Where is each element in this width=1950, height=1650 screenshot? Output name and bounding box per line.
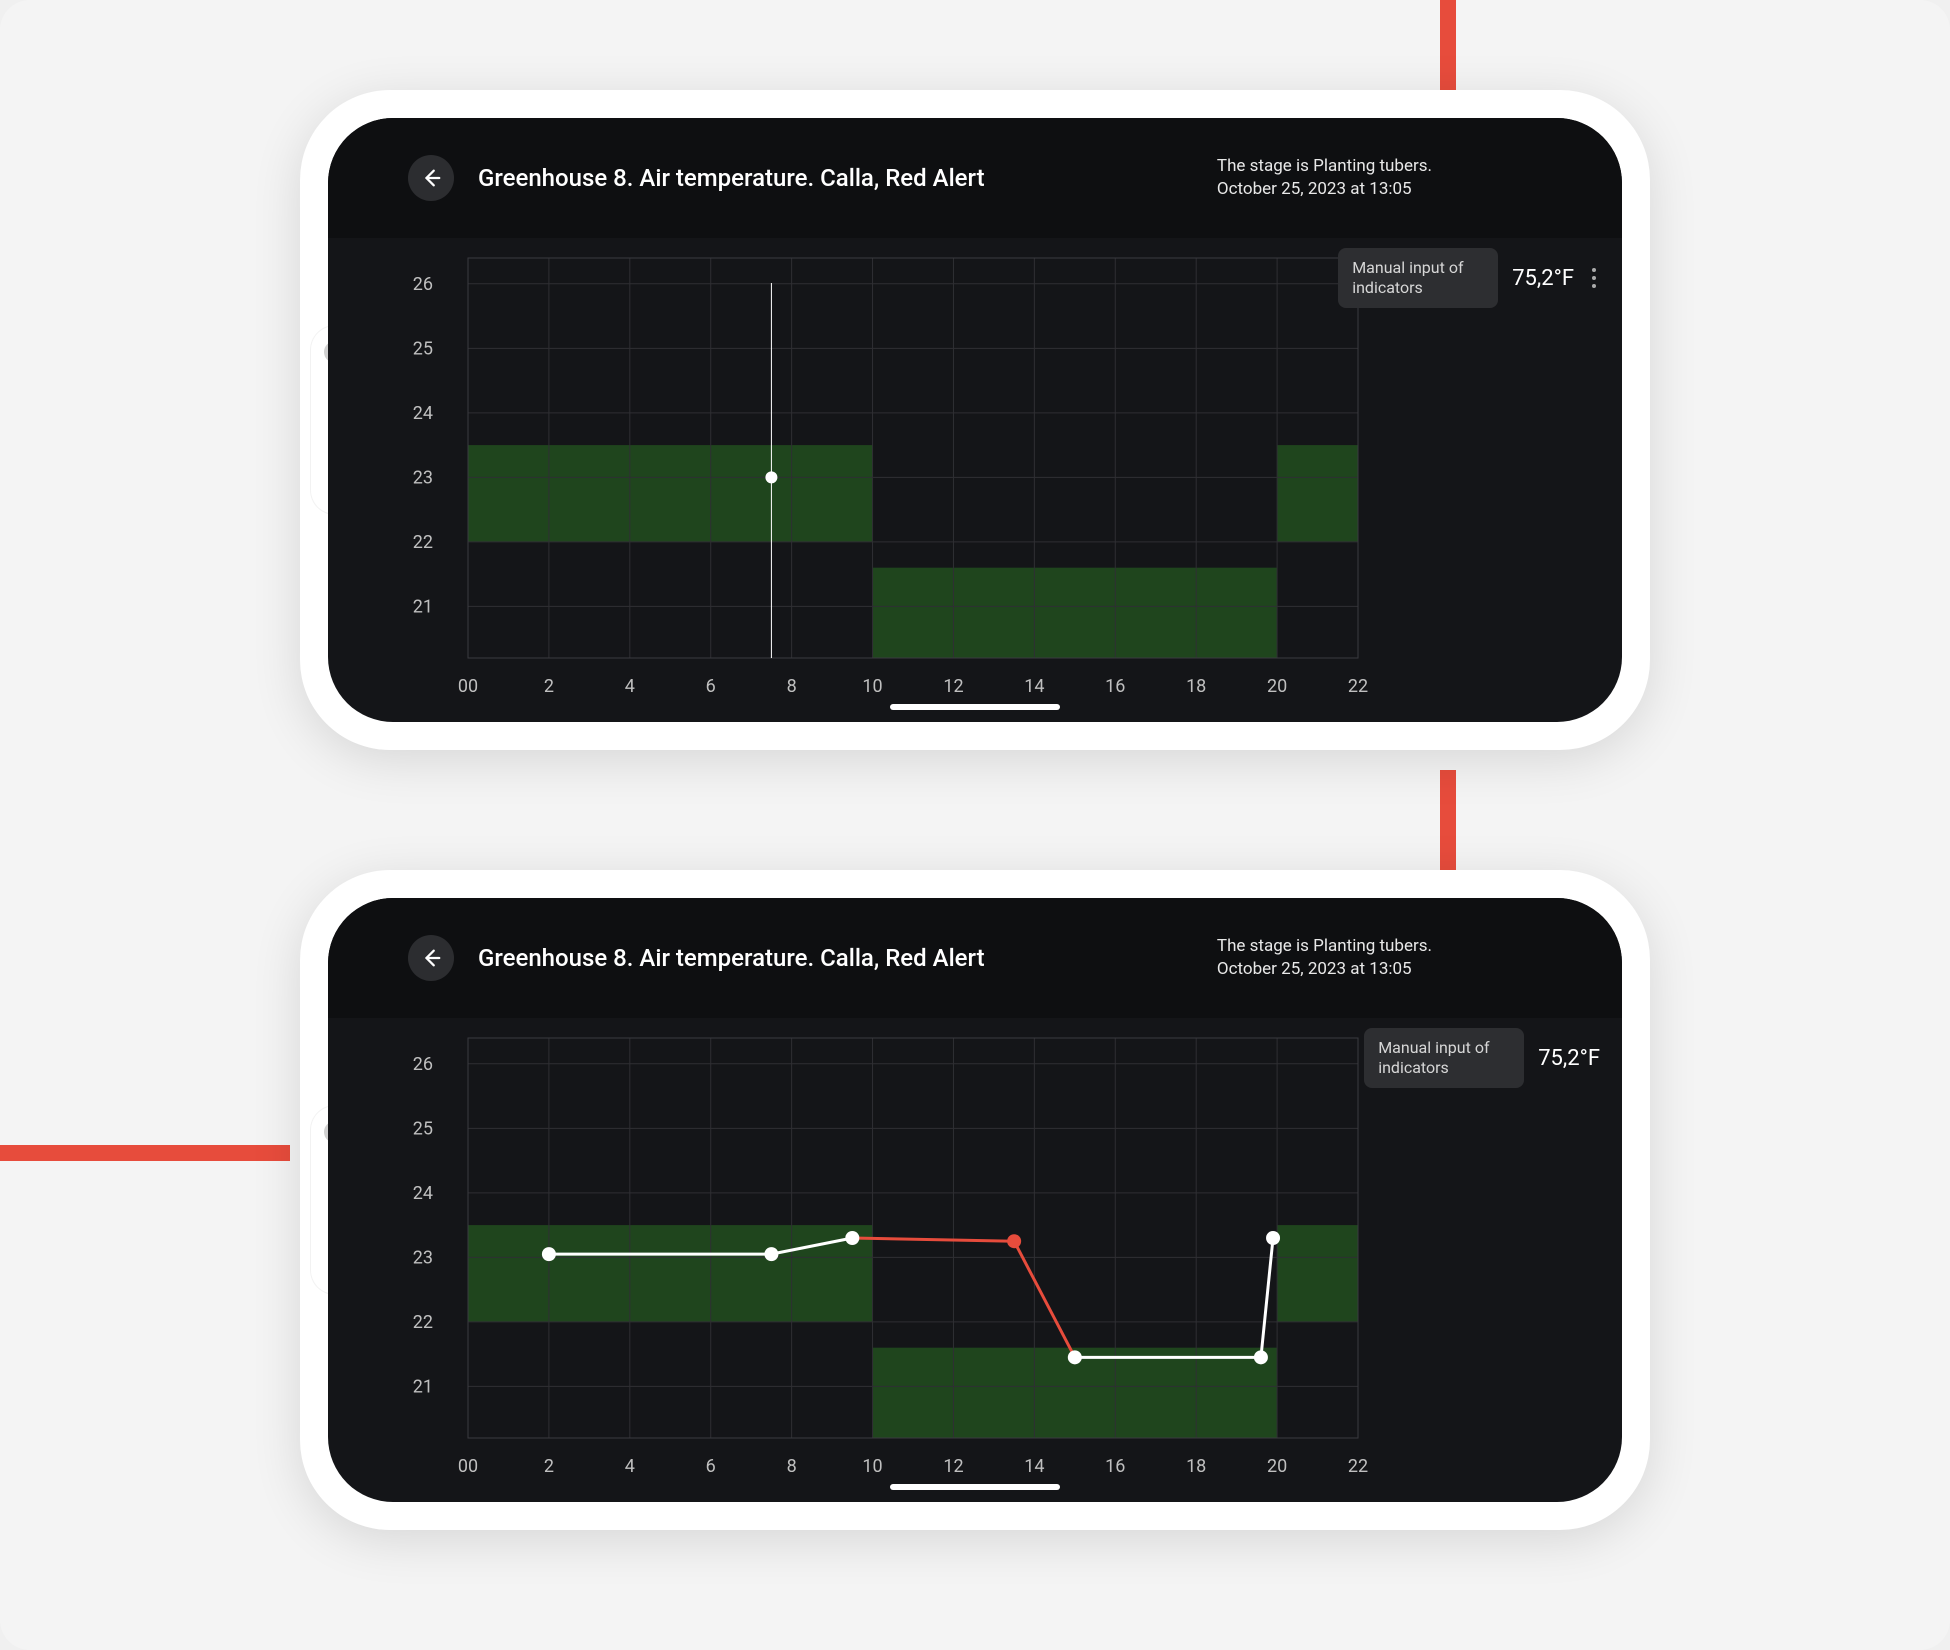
svg-text:6: 6 [706,1456,716,1477]
svg-text:21: 21 [413,1376,433,1397]
svg-text:23: 23 [413,1247,433,1268]
back-button[interactable] [408,155,454,201]
phone-mock-bottom: Greenhouse 8. Air temperature. Calla, Re… [300,870,1650,1530]
svg-text:12: 12 [943,1456,963,1477]
svg-text:24: 24 [413,403,433,424]
svg-text:12: 12 [943,676,963,697]
manual-input-badge: Manual input of indicators 75,2°F [1338,248,1600,308]
stage-timestamp: October 25, 2023 at 13:05 [1217,958,1432,981]
decorative-bar [1440,770,1456,870]
svg-text:16: 16 [1105,1456,1125,1477]
manual-input-chip[interactable]: Manual input of indicators [1364,1028,1524,1088]
home-indicator[interactable] [890,1484,1060,1490]
phone-mock-top: Greenhouse 8. Air temperature. Calla, Re… [300,90,1650,750]
svg-text:22: 22 [413,1312,433,1333]
svg-text:23: 23 [413,467,433,488]
svg-text:26: 26 [413,274,433,295]
more-menu-button[interactable] [1588,264,1600,292]
stage-info: The stage is Planting tubers. October 25… [1217,935,1552,981]
svg-text:00: 00 [458,1456,478,1477]
app-header: Greenhouse 8. Air temperature. Calla, Re… [328,118,1622,238]
svg-text:2: 2 [544,676,554,697]
manual-input-badge: Manual input of indicators 75,2°F [1364,1028,1600,1088]
stage-line: The stage is Planting tubers. [1217,935,1432,958]
arrow-left-icon [420,167,442,189]
svg-text:2: 2 [544,1456,554,1477]
temperature-chart-top: 21222324252600246810121416182022 [328,238,1622,722]
chart-area[interactable]: Manual input of indicators 75,2°F 21 22 23… [328,238,1622,722]
manual-temp-value: 75,2°F [1512,266,1574,291]
svg-text:24: 24 [413,1183,433,1204]
svg-text:16: 16 [1105,676,1125,697]
svg-text:25: 25 [413,338,433,359]
svg-text:25: 25 [413,1118,433,1139]
chart-area[interactable]: Manual input of indicators 75,2°F 21 22 23… [328,1018,1622,1502]
svg-text:20: 20 [1267,1456,1287,1477]
svg-text:26: 26 [413,1054,433,1075]
decorative-bar [1440,0,1456,100]
svg-text:22: 22 [413,532,433,553]
svg-text:8: 8 [787,1456,797,1477]
home-indicator[interactable] [890,704,1060,710]
stage-timestamp: October 25, 2023 at 13:05 [1217,178,1432,201]
svg-text:22: 22 [1348,676,1368,697]
svg-text:18: 18 [1186,676,1206,697]
page-title: Greenhouse 8. Air temperature. Calla, Re… [478,164,1193,192]
svg-text:10: 10 [862,676,882,697]
decorative-bar [0,1145,290,1161]
stage-info: The stage is Planting tubers. October 25… [1217,155,1552,201]
svg-text:00: 00 [458,676,478,697]
manual-temp-value: 75,2°F [1538,1046,1600,1071]
arrow-left-icon [420,947,442,969]
temperature-chart-bottom: 21222324252600246810121416182022 [328,1018,1622,1502]
svg-text:10: 10 [862,1456,882,1477]
svg-text:14: 14 [1024,676,1044,697]
page-canvas: Greenhouse 8. Air temperature. Calla, Re… [0,0,1950,1650]
page-title: Greenhouse 8. Air temperature. Calla, Re… [478,944,1193,972]
phone-screen: Greenhouse 8. Air temperature. Calla, Re… [328,898,1622,1502]
app-header: Greenhouse 8. Air temperature. Calla, Re… [328,898,1622,1018]
svg-text:18: 18 [1186,1456,1206,1477]
stage-line: The stage is Planting tubers. [1217,155,1432,178]
svg-text:4: 4 [625,1456,635,1477]
svg-text:21: 21 [413,596,433,617]
svg-text:6: 6 [706,676,716,697]
svg-text:4: 4 [625,676,635,697]
phone-screen: Greenhouse 8. Air temperature. Calla, Re… [328,118,1622,722]
manual-input-chip[interactable]: Manual input of indicators [1338,248,1498,308]
svg-text:8: 8 [787,676,797,697]
back-button[interactable] [408,935,454,981]
svg-text:22: 22 [1348,1456,1368,1477]
svg-text:14: 14 [1024,1456,1044,1477]
svg-text:20: 20 [1267,676,1287,697]
